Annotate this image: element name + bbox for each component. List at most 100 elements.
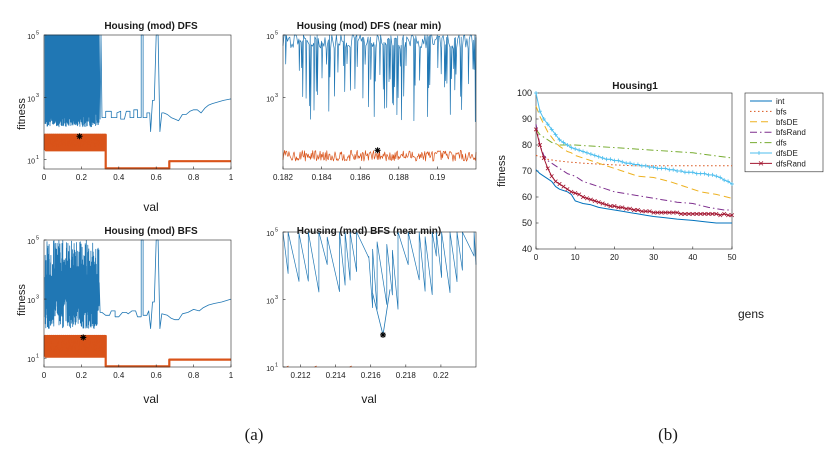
panel-dfs-near-min: Housing (mod) DFS (near min) 0.182 0.184 0… [266, 21, 477, 182]
y-tick-label: 10 [27, 159, 35, 166]
series-dfsDE-point [553, 132, 558, 137]
x-tick-label: 50 [728, 253, 737, 262]
x-tick-label: 0.4 [113, 371, 125, 380]
minimum-marker [380, 331, 387, 338]
series-dfsDE-point [557, 137, 562, 142]
x-tick-label: 0.218 [396, 371, 417, 380]
chart-title: Housing (mod) DFS (near min) [297, 21, 441, 32]
series-dfsDE-point [643, 163, 648, 168]
x-tick-label: 0 [534, 253, 539, 262]
y-tick-label: 10 [27, 96, 35, 103]
series-int [535, 169, 732, 224]
series-dfsDE-point [577, 148, 582, 153]
series-dfsDE-point [702, 171, 707, 176]
series-dfsRand-point [671, 210, 676, 215]
series-dfsRand-point [553, 179, 558, 184]
x-tick-label: 0.22 [433, 371, 449, 380]
series-dfsRand-point [612, 204, 617, 209]
y-axis-label: fitness [16, 98, 28, 130]
legend-label: bfsDE [776, 118, 798, 127]
series-dfsDE-point [710, 172, 715, 177]
series-dfsRand-point [541, 155, 546, 161]
series-dfsDE-point [604, 157, 609, 162]
series-dfsRand-point [710, 211, 715, 216]
series-dfsDE-point [726, 179, 731, 184]
x-tick-label: 0.214 [326, 371, 347, 380]
series-dfsRand-point [659, 210, 664, 215]
x-tick-label: 0.2 [76, 371, 88, 380]
series-dfsRand-point [616, 205, 621, 210]
series-dfsDE-point [592, 153, 597, 158]
y-tick-exponent: 1 [36, 354, 39, 360]
series-dfsRand-point [706, 211, 711, 216]
caption-b: (b) [658, 425, 678, 444]
series-dfsRand-point [584, 196, 590, 201]
x-axis-label: gens [738, 307, 764, 321]
series-dfsDE-point [690, 170, 695, 175]
series-dfsRand-point [667, 210, 672, 215]
series-dfsRand-point [635, 207, 641, 213]
series-dfsDE-point [549, 127, 554, 132]
series-dfsDE-point [537, 109, 542, 114]
series-dfsDE-point [620, 159, 625, 164]
x-tick-label: 0 [42, 371, 47, 380]
series-dfsDE-point [671, 167, 676, 172]
series-dfsRand-point [533, 127, 539, 132]
x-tick-label: 0.8 [188, 173, 200, 182]
series-dfsDE-point [616, 158, 621, 163]
series-dfsRand-point [663, 210, 668, 215]
axes-box [282, 34, 477, 170]
legend-label: dfsRand [776, 159, 806, 168]
series-dfsRand-point [702, 211, 707, 216]
series-dfsDE-point [651, 165, 656, 170]
series-bfsDE [535, 105, 733, 199]
series-dfsDE-point [628, 161, 633, 166]
series-dfsRand-point [588, 197, 593, 202]
panel-housing1: Housing1 0 10 20 30 40 50405060708090100intbf… [496, 81, 824, 321]
y-tick-label: 10 [266, 96, 274, 103]
series-dfsRand-point [690, 211, 695, 216]
legend-label: bfs [776, 107, 787, 116]
series-lower-detail [44, 339, 106, 353]
axes-box [535, 92, 733, 250]
series-dfsDE-point [541, 117, 546, 121]
x-tick-label: 0.6 [151, 173, 163, 182]
series-dfsDE-point [655, 166, 660, 171]
legend-label: dfs [776, 139, 787, 148]
series-dfsRand-point [557, 181, 562, 187]
series-dfsRand-point [573, 191, 578, 196]
chart-title: Housing (mod) BFS (near min) [297, 226, 441, 237]
y-tick-exponent: 3 [275, 93, 278, 99]
series-bfs [535, 154, 732, 167]
panel-bfs: Housing (mod) BFS 0 0.2 0.4 0.6 0.8 110110310… [16, 226, 234, 406]
series-dfsDE-point [682, 170, 687, 175]
series-dfsDE-point [608, 157, 613, 162]
x-tick-label: 0.216 [361, 371, 382, 380]
minimum-marker [80, 334, 87, 341]
y-tick-exponent: 5 [36, 31, 39, 37]
x-axis-label: val [143, 392, 158, 406]
x-tick-label: 0 [42, 173, 47, 182]
axes-box [43, 34, 232, 170]
series-dfsRand-point [569, 189, 574, 194]
x-tick-label: 0.184 [312, 173, 333, 182]
y-tick-label: 10 [266, 299, 274, 306]
series-dfsDE-point [565, 143, 570, 147]
series-dfsDE-point [600, 156, 605, 160]
x-tick-label: 0.19 [430, 173, 446, 182]
y-tick-exponent: 5 [275, 31, 278, 37]
series-dfsRand-point [686, 211, 691, 216]
minimum-marker [76, 133, 83, 140]
series-dfsRand-point [537, 142, 543, 148]
caption-a: (a) [245, 425, 264, 444]
series-dfsDE-point [686, 170, 691, 175]
y-tick-exponent: 5 [275, 228, 278, 234]
x-tick-label: 0.188 [389, 173, 410, 182]
x-tick-label: 0.6 [151, 371, 163, 380]
series-dfsRand-point [698, 211, 703, 216]
y-tick-exponent: 3 [36, 93, 39, 99]
series-dfsDE-point [730, 182, 734, 186]
series-dfsRand-point [722, 211, 727, 216]
series-dfsDE-point [545, 122, 550, 127]
